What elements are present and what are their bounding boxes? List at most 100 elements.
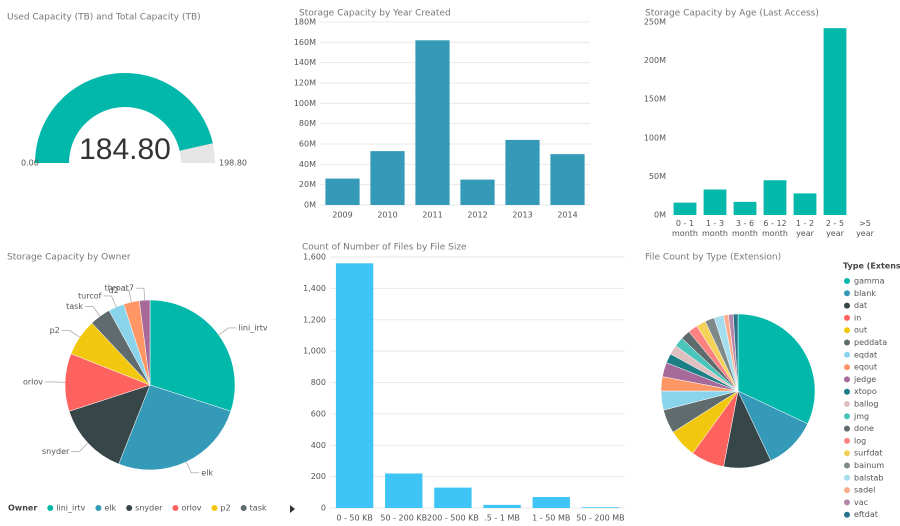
gauge-tick-label: 0.00 [21, 159, 39, 168]
x-tick-label: 50 - 200 MB [576, 514, 624, 523]
x-tick-label: 2014 [557, 211, 577, 220]
slice-label: task [66, 302, 83, 311]
legend-label: xtopo [854, 387, 877, 396]
legend-label: vac [854, 498, 868, 507]
gauge-value [35, 72, 213, 163]
legend-label: bainum [854, 461, 884, 470]
slice-label: p2 [50, 326, 60, 335]
y-tick-label: 140M [294, 58, 316, 67]
legend-marker [844, 376, 850, 383]
bar [550, 154, 585, 205]
y-tick-label: 1,000 [303, 347, 326, 356]
leader-line [120, 290, 132, 303]
slice-label: lini_irtv [238, 323, 267, 332]
x-tick-label: .5 - 1 MB [484, 514, 520, 523]
leader-line [135, 287, 145, 301]
legend-marker [844, 413, 850, 420]
legend-scroll-arrow[interactable] [290, 505, 295, 513]
x-tick-label: 2013 [512, 211, 532, 220]
y-tick-label: 400 [311, 441, 326, 450]
bar [483, 504, 521, 508]
legend-marker [126, 505, 133, 511]
bar [505, 139, 540, 205]
x-tick-label: 3 - 6 month [732, 219, 758, 238]
legend-label: orlov [181, 504, 201, 513]
legend-marker [844, 450, 850, 457]
x-tick-label: 2012 [467, 211, 487, 220]
bar [823, 28, 847, 216]
legend-marker [844, 499, 850, 506]
x-tick-label-box: 3 - 6 month [732, 219, 758, 238]
legend-label: ballog [854, 400, 878, 409]
y-tick-label: 200 [311, 472, 326, 481]
pie-slice [149, 299, 236, 412]
slice-label: elk [201, 468, 213, 477]
x-tick-label-box: 1 - 3 month [702, 219, 728, 238]
x-tick-label: 2 - 5 year [825, 219, 845, 238]
bar [673, 202, 697, 215]
legend-marker [844, 302, 850, 309]
y-tick-label: 160M [294, 38, 316, 47]
x-tick-label: 1 - 2 year [795, 219, 815, 238]
bar [370, 151, 405, 205]
legend-label: task [250, 504, 267, 513]
chart-title: Storage Capacity by Age (Last Access) [645, 9, 819, 19]
legend-marker [844, 327, 850, 334]
x-tick-label-box: 1 - 2 year [795, 219, 815, 238]
legend-label: gamma [854, 277, 885, 286]
y-tick-label: 60M [299, 140, 316, 149]
legend-marker [844, 437, 850, 444]
legend-label: eqdat [854, 350, 877, 359]
legend-label: log [854, 436, 866, 445]
x-tick-label: >5 year [856, 219, 874, 238]
chart-title: Used Capacity (TB) and Total Capacity (T… [7, 13, 201, 23]
legend-marker [844, 278, 850, 284]
leader-line [84, 306, 101, 317]
chart-title: Storage Capacity by Owner [7, 253, 131, 263]
x-tick-label: 0 - 50 KB [336, 514, 373, 523]
legend-label: out [854, 326, 867, 335]
legend-label: jmg [853, 412, 869, 421]
leader-line [218, 327, 237, 336]
chart-title: File Count by Type (Extension) [645, 253, 781, 263]
gauge-value-label: 184.80 [79, 133, 171, 166]
legend-marker [844, 314, 850, 321]
bar [385, 473, 423, 508]
slice-label: throat7 [105, 284, 134, 293]
legend-label: elk [104, 504, 116, 513]
x-tick-label: 2009 [332, 211, 352, 220]
x-tick-label: 200 - 500 KB [427, 514, 479, 523]
slice-label: turcof [78, 291, 102, 300]
leader-line [103, 295, 117, 308]
legend-title: Owner [8, 504, 37, 513]
bar [460, 179, 495, 205]
y-tick-label: 40M [299, 160, 316, 169]
x-tick-label-box: 2 - 5 year [825, 219, 845, 238]
bar [733, 201, 757, 215]
x-tick-label-box: 0 - 1 month [672, 219, 698, 238]
bar [763, 180, 787, 215]
legend-label: sadel [854, 486, 875, 495]
y-tick-label: 600 [311, 409, 326, 418]
legend-marker [844, 364, 850, 371]
y-tick-label: 20M [299, 180, 316, 189]
leader-line [61, 330, 80, 338]
legend-marker [211, 505, 218, 511]
bar [581, 507, 620, 508]
legend-label: lini_irtv [56, 504, 85, 513]
legend-label: balstab [854, 473, 884, 482]
y-tick-label: 180M [294, 18, 316, 27]
y-tick-label: 50M [649, 172, 666, 181]
x-tick-label: 2011 [422, 211, 442, 220]
y-tick-label: 80M [299, 119, 316, 128]
y-tick-label: 0M [654, 211, 666, 220]
chart-title: Count of Number of Files by File Size [302, 243, 467, 253]
legend-marker [844, 474, 850, 481]
legend-marker [844, 351, 850, 358]
y-tick-label: 100M [644, 133, 666, 142]
x-tick-label-box: >5 year [856, 219, 874, 238]
bar [325, 178, 360, 205]
slice-label: snyder [42, 447, 70, 456]
legend-label: done [854, 424, 874, 433]
slice-label: d2 [109, 286, 119, 295]
